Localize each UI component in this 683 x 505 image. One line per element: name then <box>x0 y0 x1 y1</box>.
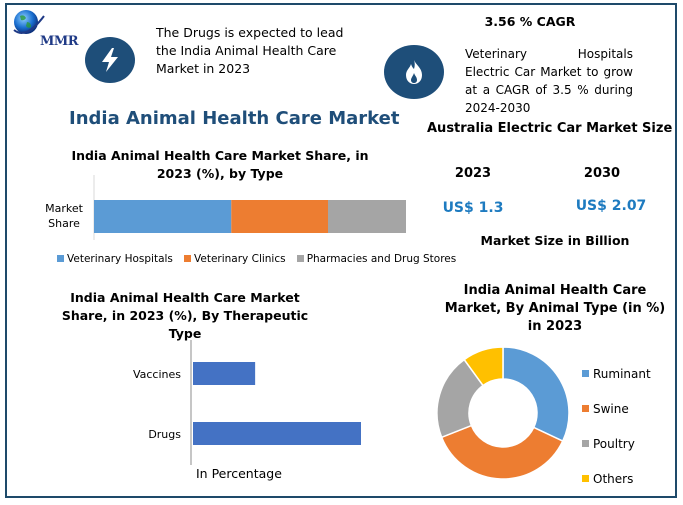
animal-type-chart-title: India Animal Health Care Market, By Anim… <box>444 283 666 334</box>
value-2023: US$ 1.3 <box>442 200 504 216</box>
category-label-vaccines: Vaccines <box>133 368 181 381</box>
flame-icon <box>384 45 444 99</box>
legend-swatch-icon <box>296 255 304 262</box>
category-label-drugs: Drugs <box>148 428 181 441</box>
bar-segment-veterinary-clinics <box>231 200 328 233</box>
bar-vaccines <box>193 362 256 385</box>
donut-slice-ruminant <box>502 346 570 443</box>
legend-label: Others <box>593 471 634 486</box>
donut-slice-others <box>463 346 504 387</box>
legend-swatch-icon <box>582 370 589 377</box>
therapeutic-bar-chart: Vaccines Drugs <box>133 340 361 465</box>
legend-others: Others <box>582 461 651 496</box>
legend-swatch-icon <box>582 440 589 447</box>
donut-slice-swine <box>440 424 564 480</box>
year-2030-label: 2030 <box>583 166 621 181</box>
type-stacked-bar-chart <box>93 175 406 240</box>
therapeutic-chart-title: India Animal Health Care Market Share, i… <box>61 290 309 341</box>
market-size-title: Australia Electric Car Market Size <box>427 121 673 136</box>
legend-label: Veterinary Clinics <box>194 252 286 265</box>
legend-pharmacies: Pharmacies and Drug Stores <box>296 252 457 265</box>
legend-swatch-icon <box>57 255 64 262</box>
animal-type-legend: Ruminant Swine Poultry Others <box>582 356 651 496</box>
legend-swatch-icon <box>582 475 589 482</box>
main-title: India Animal Health Care Market <box>69 108 400 129</box>
legend-veterinary-clinics: Veterinary Clinics <box>184 253 286 265</box>
legend-label: Veterinary Hospitals <box>67 252 173 265</box>
legend-label: Pharmacies and Drug Stores <box>306 252 457 265</box>
mmr-logo: MMR <box>10 8 79 49</box>
year-2023-label: 2023 <box>454 166 492 181</box>
type-chart-title: India Animal Health Care Market Share, i… <box>71 148 369 181</box>
lightning-bolt-icon <box>85 37 135 83</box>
type-chart-category-label: Market Share <box>36 201 92 231</box>
logo-text: MMR <box>40 34 79 49</box>
legend-swatch-icon <box>582 405 589 412</box>
value-2030: US$ 2.07 <box>575 198 647 214</box>
globe-icon <box>13 10 45 34</box>
cagr-title: 3.56 % CAGR <box>484 14 576 29</box>
legend-veterinary-hospitals: Veterinary Hospitals <box>57 253 173 265</box>
animal-type-donut-chart <box>436 346 570 480</box>
infographic-frame <box>5 3 677 498</box>
legend-label: Swine <box>593 401 629 416</box>
legend-label: Poultry <box>593 436 635 451</box>
bar-segment-veterinary-hospitals <box>94 200 232 233</box>
market-size-unit-label: Market Size in Billion <box>480 233 630 248</box>
legend-label: Ruminant <box>593 366 651 381</box>
type-chart-legend: Veterinary Hospitals Veterinary Clinics … <box>57 247 462 266</box>
therapeutic-xlabel: In Percentage <box>196 466 282 481</box>
legend-poultry: Poultry <box>582 426 651 461</box>
bar-drugs <box>193 422 361 445</box>
legend-swatch-icon <box>184 255 192 262</box>
legend-swine: Swine <box>582 391 651 426</box>
category-market-share: Market Share <box>45 202 83 230</box>
cagr-description: Veterinary Hospitals Electric Car Market… <box>465 47 633 115</box>
drugs-lead-text: The Drugs is expected to lead the India … <box>156 25 344 76</box>
legend-ruminant: Ruminant <box>582 356 651 391</box>
bar-segment-pharmacies-and-drug-stores <box>328 200 406 233</box>
